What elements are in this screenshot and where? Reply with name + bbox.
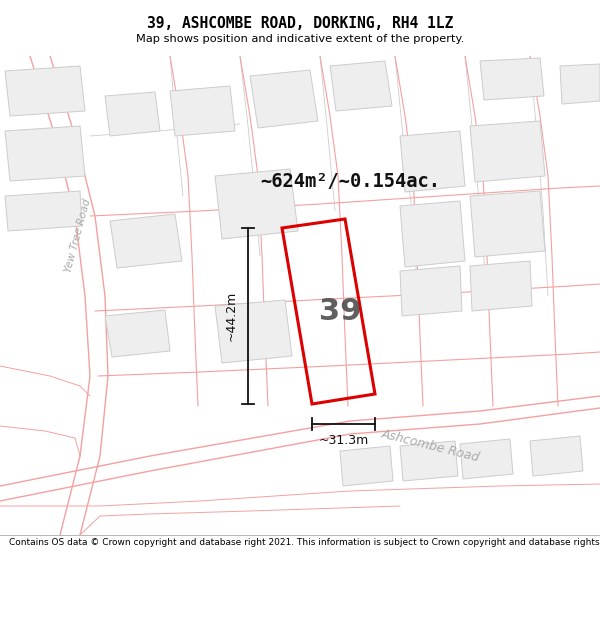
Text: ~31.3m: ~31.3m	[319, 434, 368, 447]
Polygon shape	[470, 121, 545, 182]
Polygon shape	[105, 310, 170, 357]
Polygon shape	[5, 66, 85, 116]
Text: Ashcombe Road: Ashcombe Road	[379, 428, 481, 464]
Polygon shape	[215, 300, 292, 363]
Polygon shape	[330, 61, 392, 111]
Polygon shape	[400, 131, 465, 192]
Polygon shape	[480, 58, 544, 100]
Text: 39, ASHCOMBE ROAD, DORKING, RH4 1LZ: 39, ASHCOMBE ROAD, DORKING, RH4 1LZ	[147, 16, 453, 31]
Polygon shape	[470, 191, 545, 257]
Polygon shape	[170, 86, 235, 136]
Polygon shape	[470, 261, 532, 311]
Polygon shape	[400, 441, 458, 481]
Polygon shape	[5, 191, 82, 231]
Polygon shape	[215, 169, 298, 239]
Polygon shape	[560, 64, 600, 104]
Text: 39: 39	[319, 297, 362, 326]
Text: Contains OS data © Crown copyright and database right 2021. This information is : Contains OS data © Crown copyright and d…	[9, 538, 600, 547]
Polygon shape	[340, 446, 393, 486]
Text: ~44.2m: ~44.2m	[225, 291, 238, 341]
Polygon shape	[110, 214, 182, 268]
Polygon shape	[530, 436, 583, 476]
Polygon shape	[105, 92, 160, 136]
Polygon shape	[250, 70, 318, 128]
Text: ~624m²/~0.154ac.: ~624m²/~0.154ac.	[260, 171, 440, 191]
Text: Yew Tree Road: Yew Tree Road	[64, 198, 92, 274]
Text: Map shows position and indicative extent of the property.: Map shows position and indicative extent…	[136, 34, 464, 44]
Polygon shape	[5, 126, 85, 181]
Polygon shape	[400, 266, 462, 316]
Polygon shape	[460, 439, 513, 479]
Polygon shape	[400, 201, 465, 267]
